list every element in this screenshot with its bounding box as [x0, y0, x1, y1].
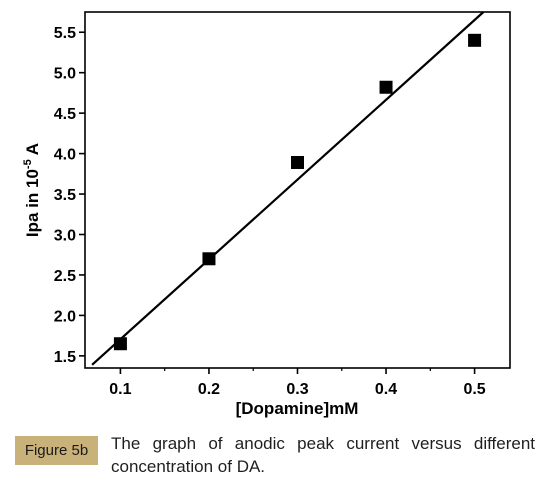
data-points [113, 33, 482, 351]
x-tick-label: 0.5 [463, 381, 485, 398]
y-tick-label: 2.0 [54, 308, 76, 325]
x-tick-label: 0.1 [109, 381, 131, 398]
y-tick-label: 5.5 [54, 25, 76, 42]
y-axis-title-prefix: Ipa in 10 [23, 169, 42, 237]
data-point [468, 33, 482, 47]
y-tick-label: 4.5 [54, 106, 76, 123]
y-axis-title-suffix: A [23, 143, 42, 159]
fit-line [91, 11, 485, 366]
chart: 0.1 0.2 0.3 0.4 0.5 1.5 2.0 2.5 3.0 3.5 4.0 4.5 5.0… [22, 11, 511, 418]
y-axis-title-superscript: -5 [22, 159, 34, 169]
x-axis-title: [Dopamine]mM [236, 399, 359, 418]
y-axis-ticks: 1.5 2.0 2.5 3.0 3.5 4.0 4.5 5.0 5.5 [54, 25, 85, 366]
x-tick-label: 0.3 [286, 381, 308, 398]
data-point [291, 155, 304, 169]
x-tick-label: 0.4 [375, 381, 397, 398]
y-tick-label: 3.5 [54, 187, 76, 204]
fit-line-group [91, 11, 485, 366]
y-tick-label: 1.5 [54, 349, 76, 366]
x-tick-label: 0.2 [198, 381, 220, 398]
y-axis-title: Ipa in 10-5 A [22, 143, 42, 237]
y-tick-label: 4.0 [54, 147, 76, 164]
y-tick-label: 3.0 [54, 228, 76, 245]
y-tick-label: 5.0 [54, 66, 76, 83]
x-axis-ticks: 0.1 0.2 0.3 0.4 0.5 [109, 368, 486, 398]
y-tick-label: 2.5 [54, 268, 76, 285]
figure-caption: Figure 5b The graph of anodic peak curre… [15, 432, 537, 478]
figure-label: Figure 5b [15, 436, 98, 465]
data-point [379, 80, 393, 94]
data-point [202, 252, 216, 266]
caption-text: The graph of anodic peak current versus … [111, 434, 535, 476]
data-point [113, 337, 127, 351]
